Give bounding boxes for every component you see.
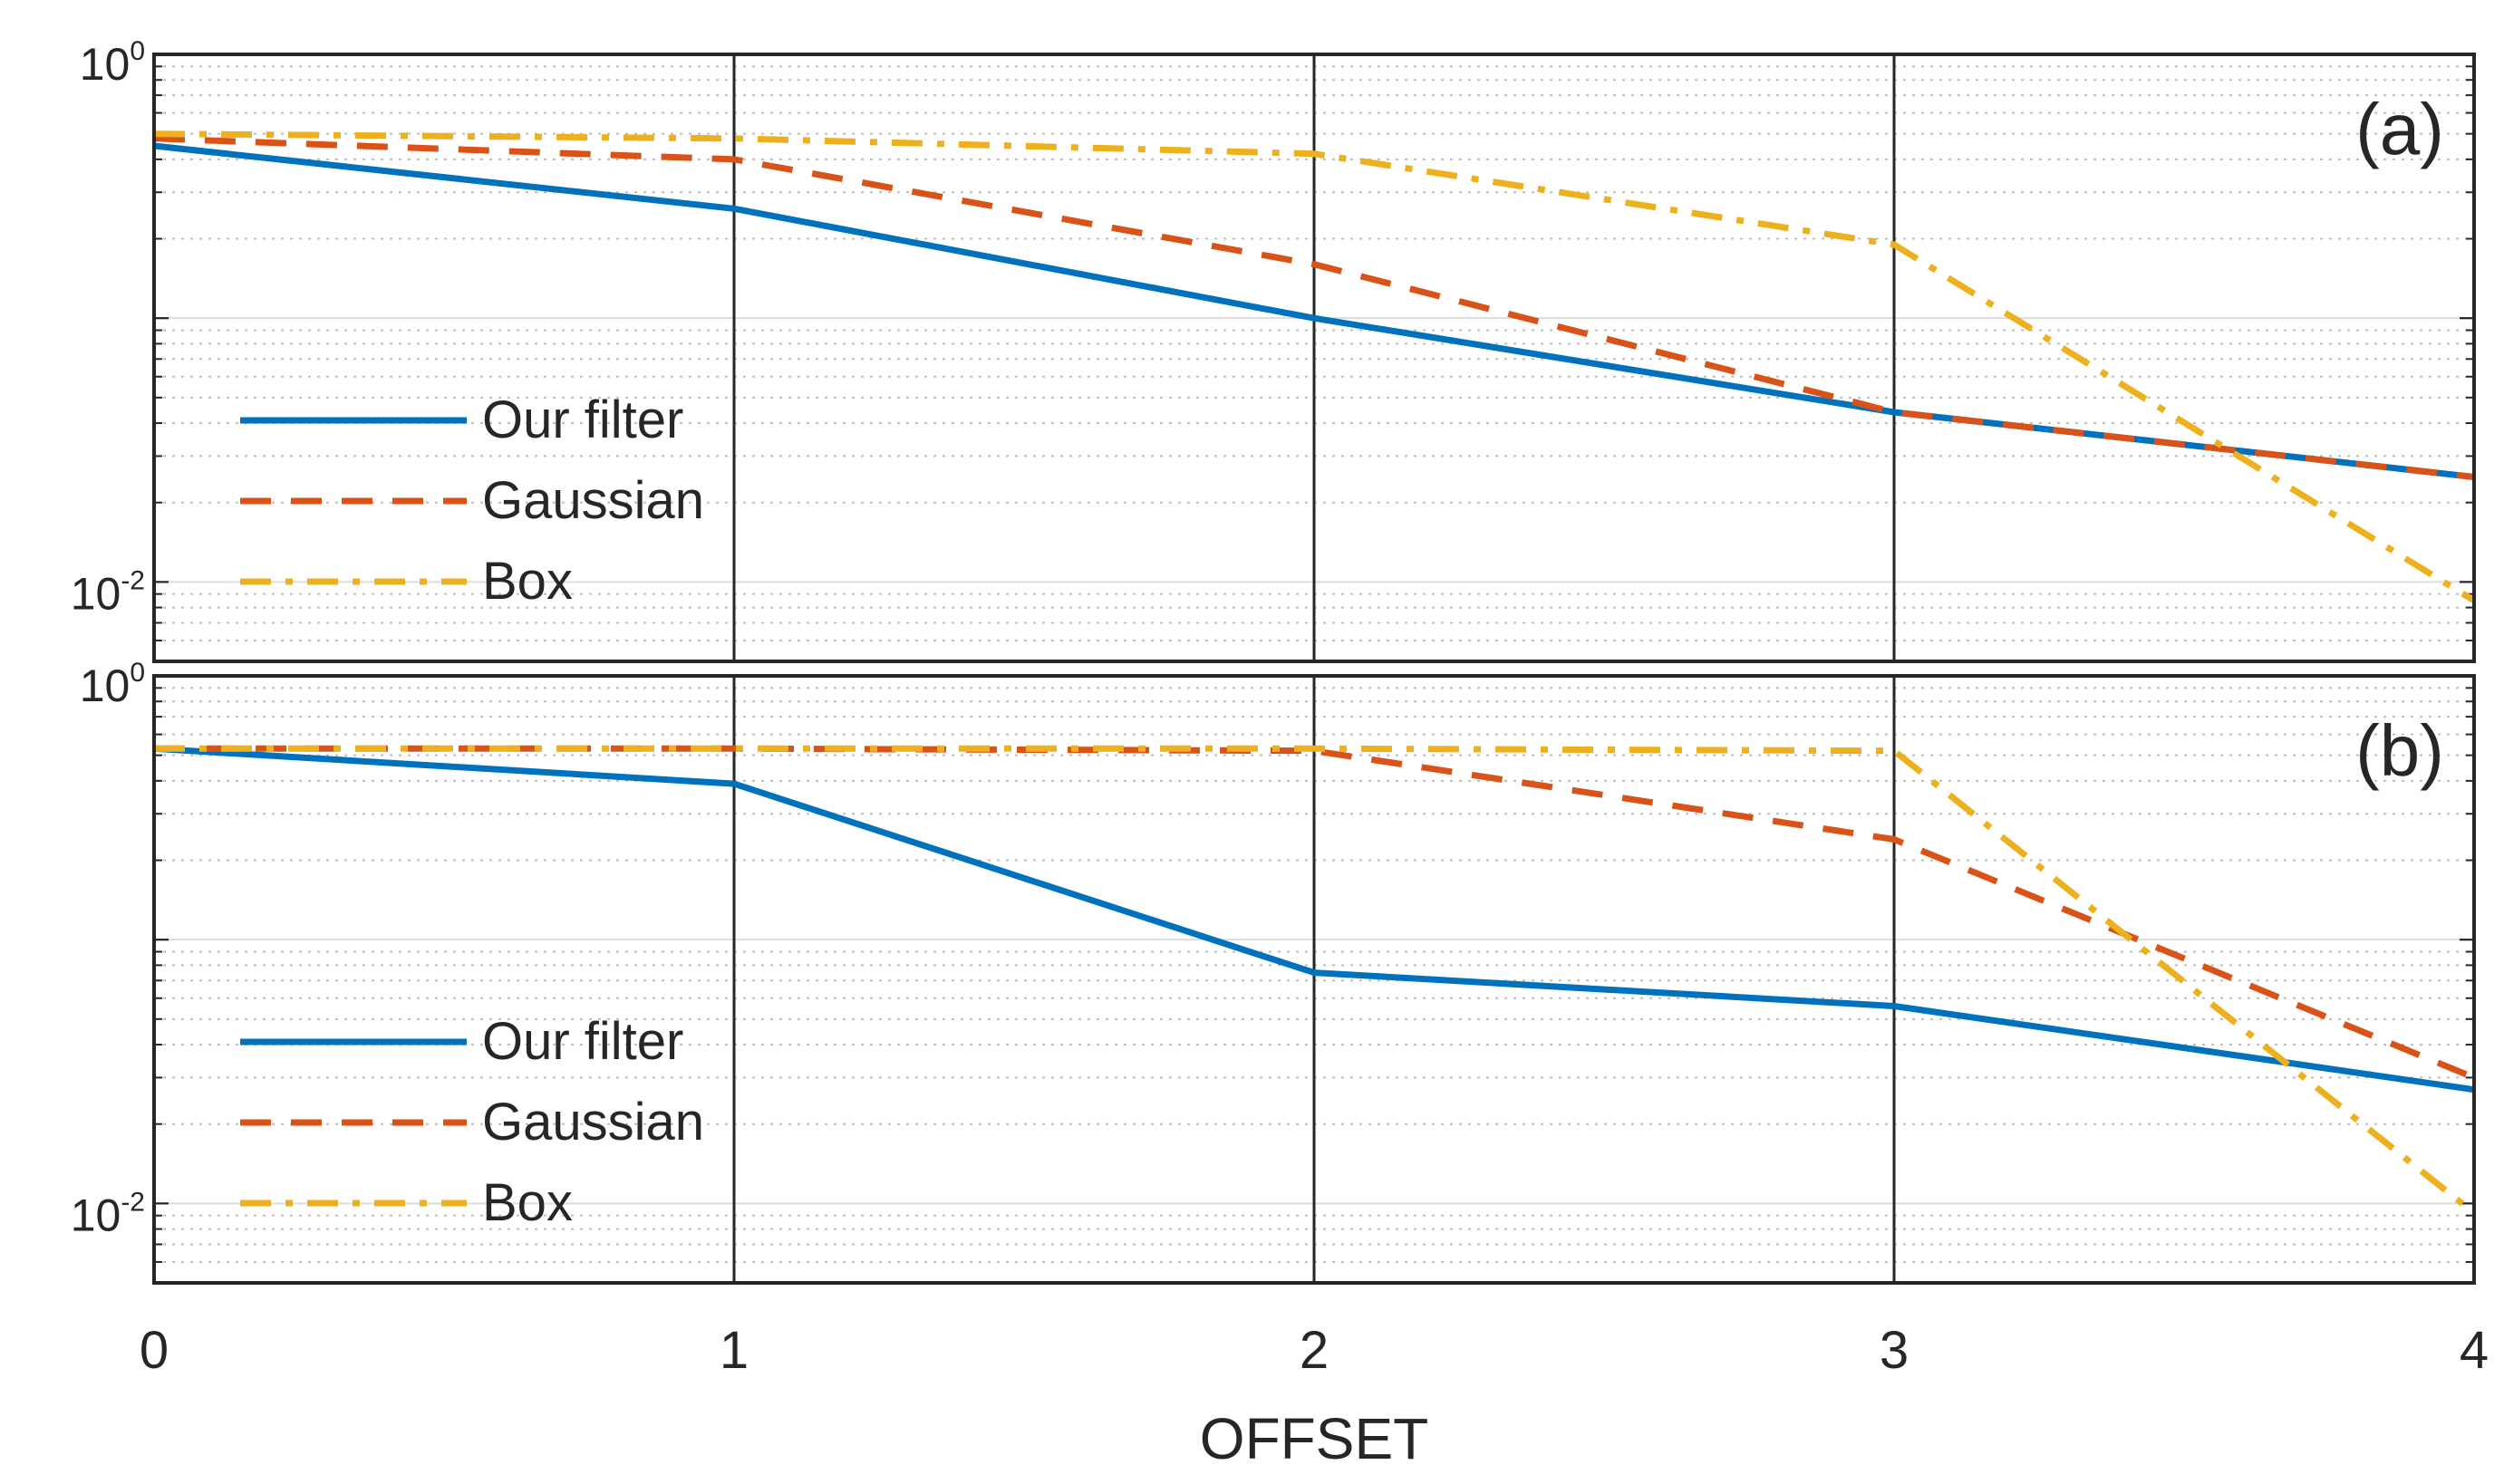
panel-a-frame (152, 53, 2476, 663)
series-line-gaussian (154, 745, 2476, 1081)
x-axis: 0 1 2 3 4 (140, 1321, 2489, 1380)
panel-a-legend: Our filter Gaussian Box (240, 390, 704, 611)
panel-a-y-axis: 100 10-2 (71, 36, 145, 619)
panel-a-series (153, 130, 2476, 603)
panel-b-ytick-bottom: 10-2 (71, 1187, 145, 1240)
panel-b-frame (152, 674, 2476, 1285)
series-line-box (153, 130, 2476, 603)
panel-b-tag: (b) (2355, 710, 2444, 791)
x-tick-label: 3 (1880, 1321, 1909, 1380)
panel-a-legend-label-our-filter: Our filter (482, 390, 683, 449)
x-axis-label: OFFSET (1200, 1406, 1428, 1471)
panel-b-legend: Our filter Gaussian Box (240, 1012, 704, 1232)
panel-b-legend-label-gaussian: Gaussian (482, 1093, 704, 1152)
panel-b-legend-label-box: Box (482, 1173, 573, 1232)
panel-b-y-axis: 100 10-2 (71, 658, 145, 1240)
x-tick-label: 4 (2460, 1321, 2489, 1380)
panel-b: 100 10-2 (b) Our filter Gaussian Box (71, 658, 2477, 1285)
x-tick-label: 0 (140, 1321, 169, 1380)
panel-a-tag: (a) (2355, 89, 2444, 169)
panel-b-ytick-top: 100 (80, 658, 145, 711)
panel-b-series (153, 745, 2477, 1216)
series-line-box (154, 745, 2477, 1216)
panel-a-ytick-bottom: 10-2 (71, 565, 145, 619)
panel-a-legend-label-box: Box (482, 552, 573, 611)
series-line-gaussian (153, 135, 2475, 480)
panel-b-legend-label-our-filter: Our filter (482, 1012, 683, 1071)
series-line-our-filter (153, 142, 2475, 480)
panel-a-grid (152, 54, 2476, 661)
panel-a-ytick-top: 100 (80, 36, 145, 90)
x-tick-label: 2 (1300, 1321, 1329, 1380)
panel-a-legend-label-gaussian: Gaussian (482, 471, 704, 530)
x-tick-label: 1 (720, 1321, 749, 1380)
panel-a: 100 10-2 (a) Our filter Gaussian Box (71, 36, 2476, 663)
series-line-our-filter (153, 745, 2475, 1094)
